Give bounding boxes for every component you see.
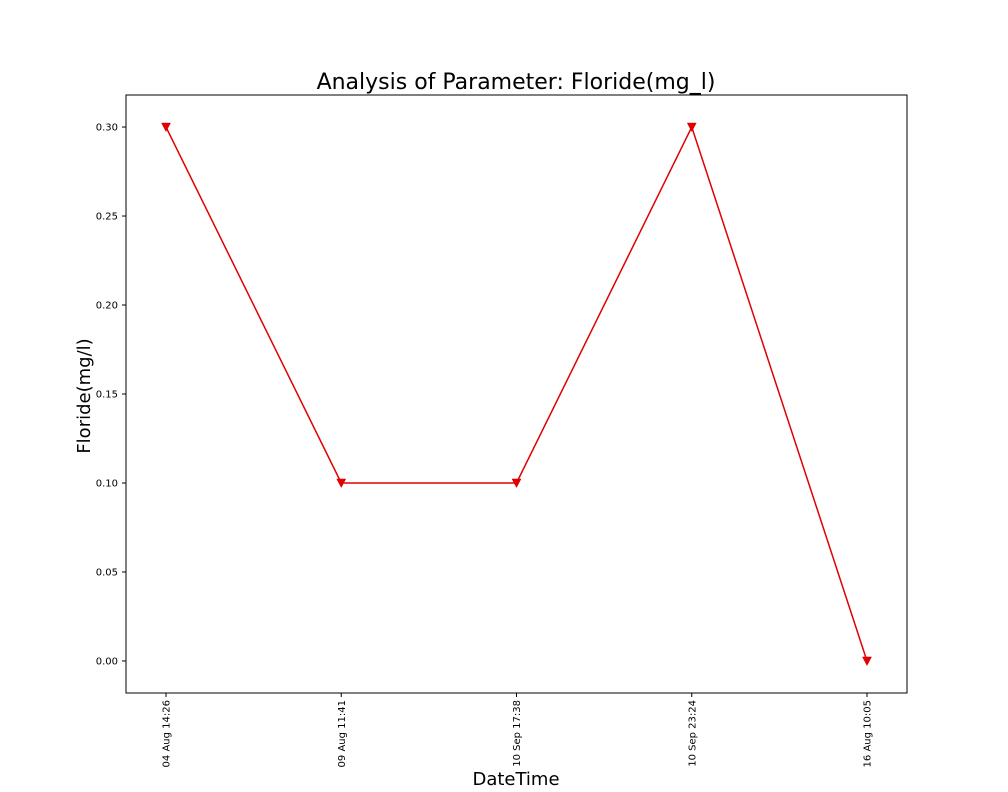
data-point	[161, 122, 171, 133]
series-layer	[161, 122, 872, 666]
chart-title: Analysis of Parameter: Floride(mg_l)	[317, 70, 716, 95]
x-tick-label: 16 Aug 10:05	[863, 700, 874, 767]
y-tick-label: 0.00	[96, 656, 118, 667]
x-tick-label: 10 Sep 17:38	[512, 700, 523, 767]
data-point	[511, 478, 522, 489]
plot-area	[125, 94, 908, 694]
data-point	[336, 478, 347, 489]
y-tick-label: 0.30	[96, 123, 118, 134]
y-tick-label: 0.25	[96, 212, 118, 223]
x-tick-label: 10 Sep 23:24	[687, 700, 698, 767]
x-tick-label: 09 Aug 11:41	[337, 700, 348, 767]
y-axis-label: Floride(mg/l)	[74, 338, 95, 453]
y-axis: 0.00 0.05 0.10 0.15 0.20 0.25 0.30	[96, 123, 126, 667]
x-axis: 04 Aug 14:26 09 Aug 11:41 10 Sep 17:38 10 S…	[162, 693, 874, 767]
data-point	[862, 656, 872, 666]
y-tick-label: 0.15	[96, 390, 118, 401]
series-line	[165, 125, 868, 662]
y-tick-label: 0.10	[96, 478, 118, 489]
y-tick-label: 0.05	[96, 567, 118, 578]
x-axis-label: DateTime	[472, 769, 559, 790]
data-point	[686, 122, 697, 133]
y-tick-label: 0.20	[96, 301, 118, 312]
x-tick-label: 04 Aug 14:26	[162, 700, 173, 767]
